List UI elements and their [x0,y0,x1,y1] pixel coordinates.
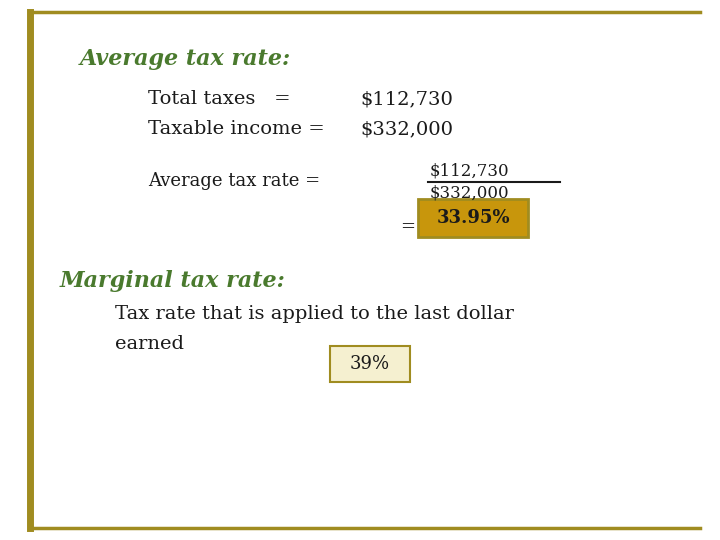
Text: Average tax rate =: Average tax rate = [148,172,320,190]
Text: =: = [400,218,415,236]
Text: $332,000: $332,000 [430,184,510,201]
Text: 39%: 39% [350,355,390,373]
FancyBboxPatch shape [330,346,410,382]
Text: 33.95%: 33.95% [436,209,510,227]
Text: $112,730: $112,730 [430,162,510,179]
Text: earned: earned [115,335,184,353]
Text: $112,730: $112,730 [360,90,453,108]
FancyBboxPatch shape [418,199,528,237]
Text: $332,000: $332,000 [360,120,453,138]
Text: Total taxes   =: Total taxes = [148,90,291,108]
Text: Marginal tax rate:: Marginal tax rate: [60,270,286,292]
Text: Taxable income =: Taxable income = [148,120,331,138]
Text: Tax rate that is applied to the last dollar: Tax rate that is applied to the last dol… [115,305,514,323]
Text: Average tax rate:: Average tax rate: [80,48,292,70]
